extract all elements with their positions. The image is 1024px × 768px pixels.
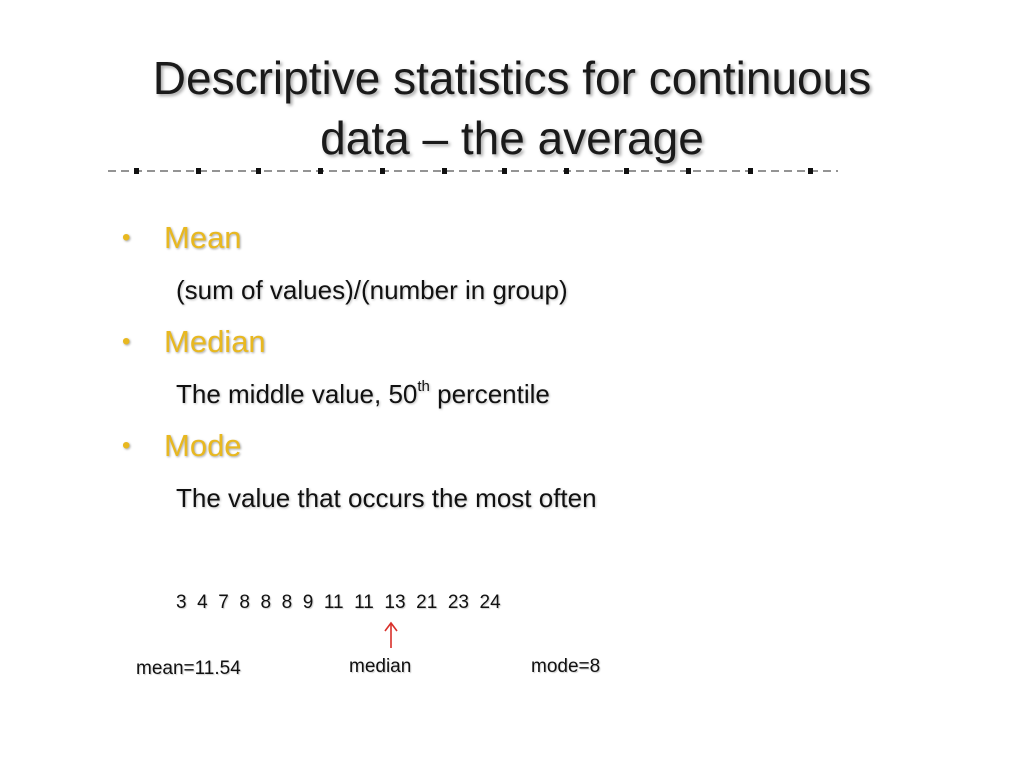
bullet-mean: • Mean [122, 212, 922, 264]
bullet-desc-median: The middle value, 50th percentile [122, 368, 922, 420]
title-line-2: data – the average [320, 112, 704, 164]
median-desc-prefix: The middle value, 50 [176, 379, 418, 409]
bullet-mode: • Mode [122, 420, 922, 472]
slide-title: Descriptive statistics for continuous da… [60, 48, 964, 168]
mode-label: mode=8 [531, 656, 601, 677]
bullet-desc-mean: (sum of values)/(number in group) [176, 275, 568, 305]
bullet-label-median: Median [164, 324, 266, 359]
mean-label: mean=11.54 [136, 658, 241, 679]
bullet-list: • Mean (sum of values)/(number in group)… [122, 212, 922, 524]
example-values: 3 4 7 8 8 8 9 11 11 13 21 23 24 [176, 592, 501, 613]
median-desc-sup: th [417, 378, 430, 396]
bullet-desc-mode: The value that occurs the most often [176, 483, 597, 513]
title-divider [108, 168, 838, 174]
median-arrow-icon [384, 621, 398, 648]
bullet-dot: • [122, 224, 131, 251]
bullet-dot: • [122, 328, 131, 355]
bullet-median: • Median [122, 316, 922, 368]
bullet-dot: • [122, 432, 131, 459]
title-line-1: Descriptive statistics for continuous [152, 52, 872, 104]
median-desc-suffix: percentile [429, 379, 550, 409]
bullet-label-mean: Mean [164, 220, 242, 255]
bullet-label-mode: Mode [164, 428, 242, 463]
median-label: median [349, 656, 412, 677]
